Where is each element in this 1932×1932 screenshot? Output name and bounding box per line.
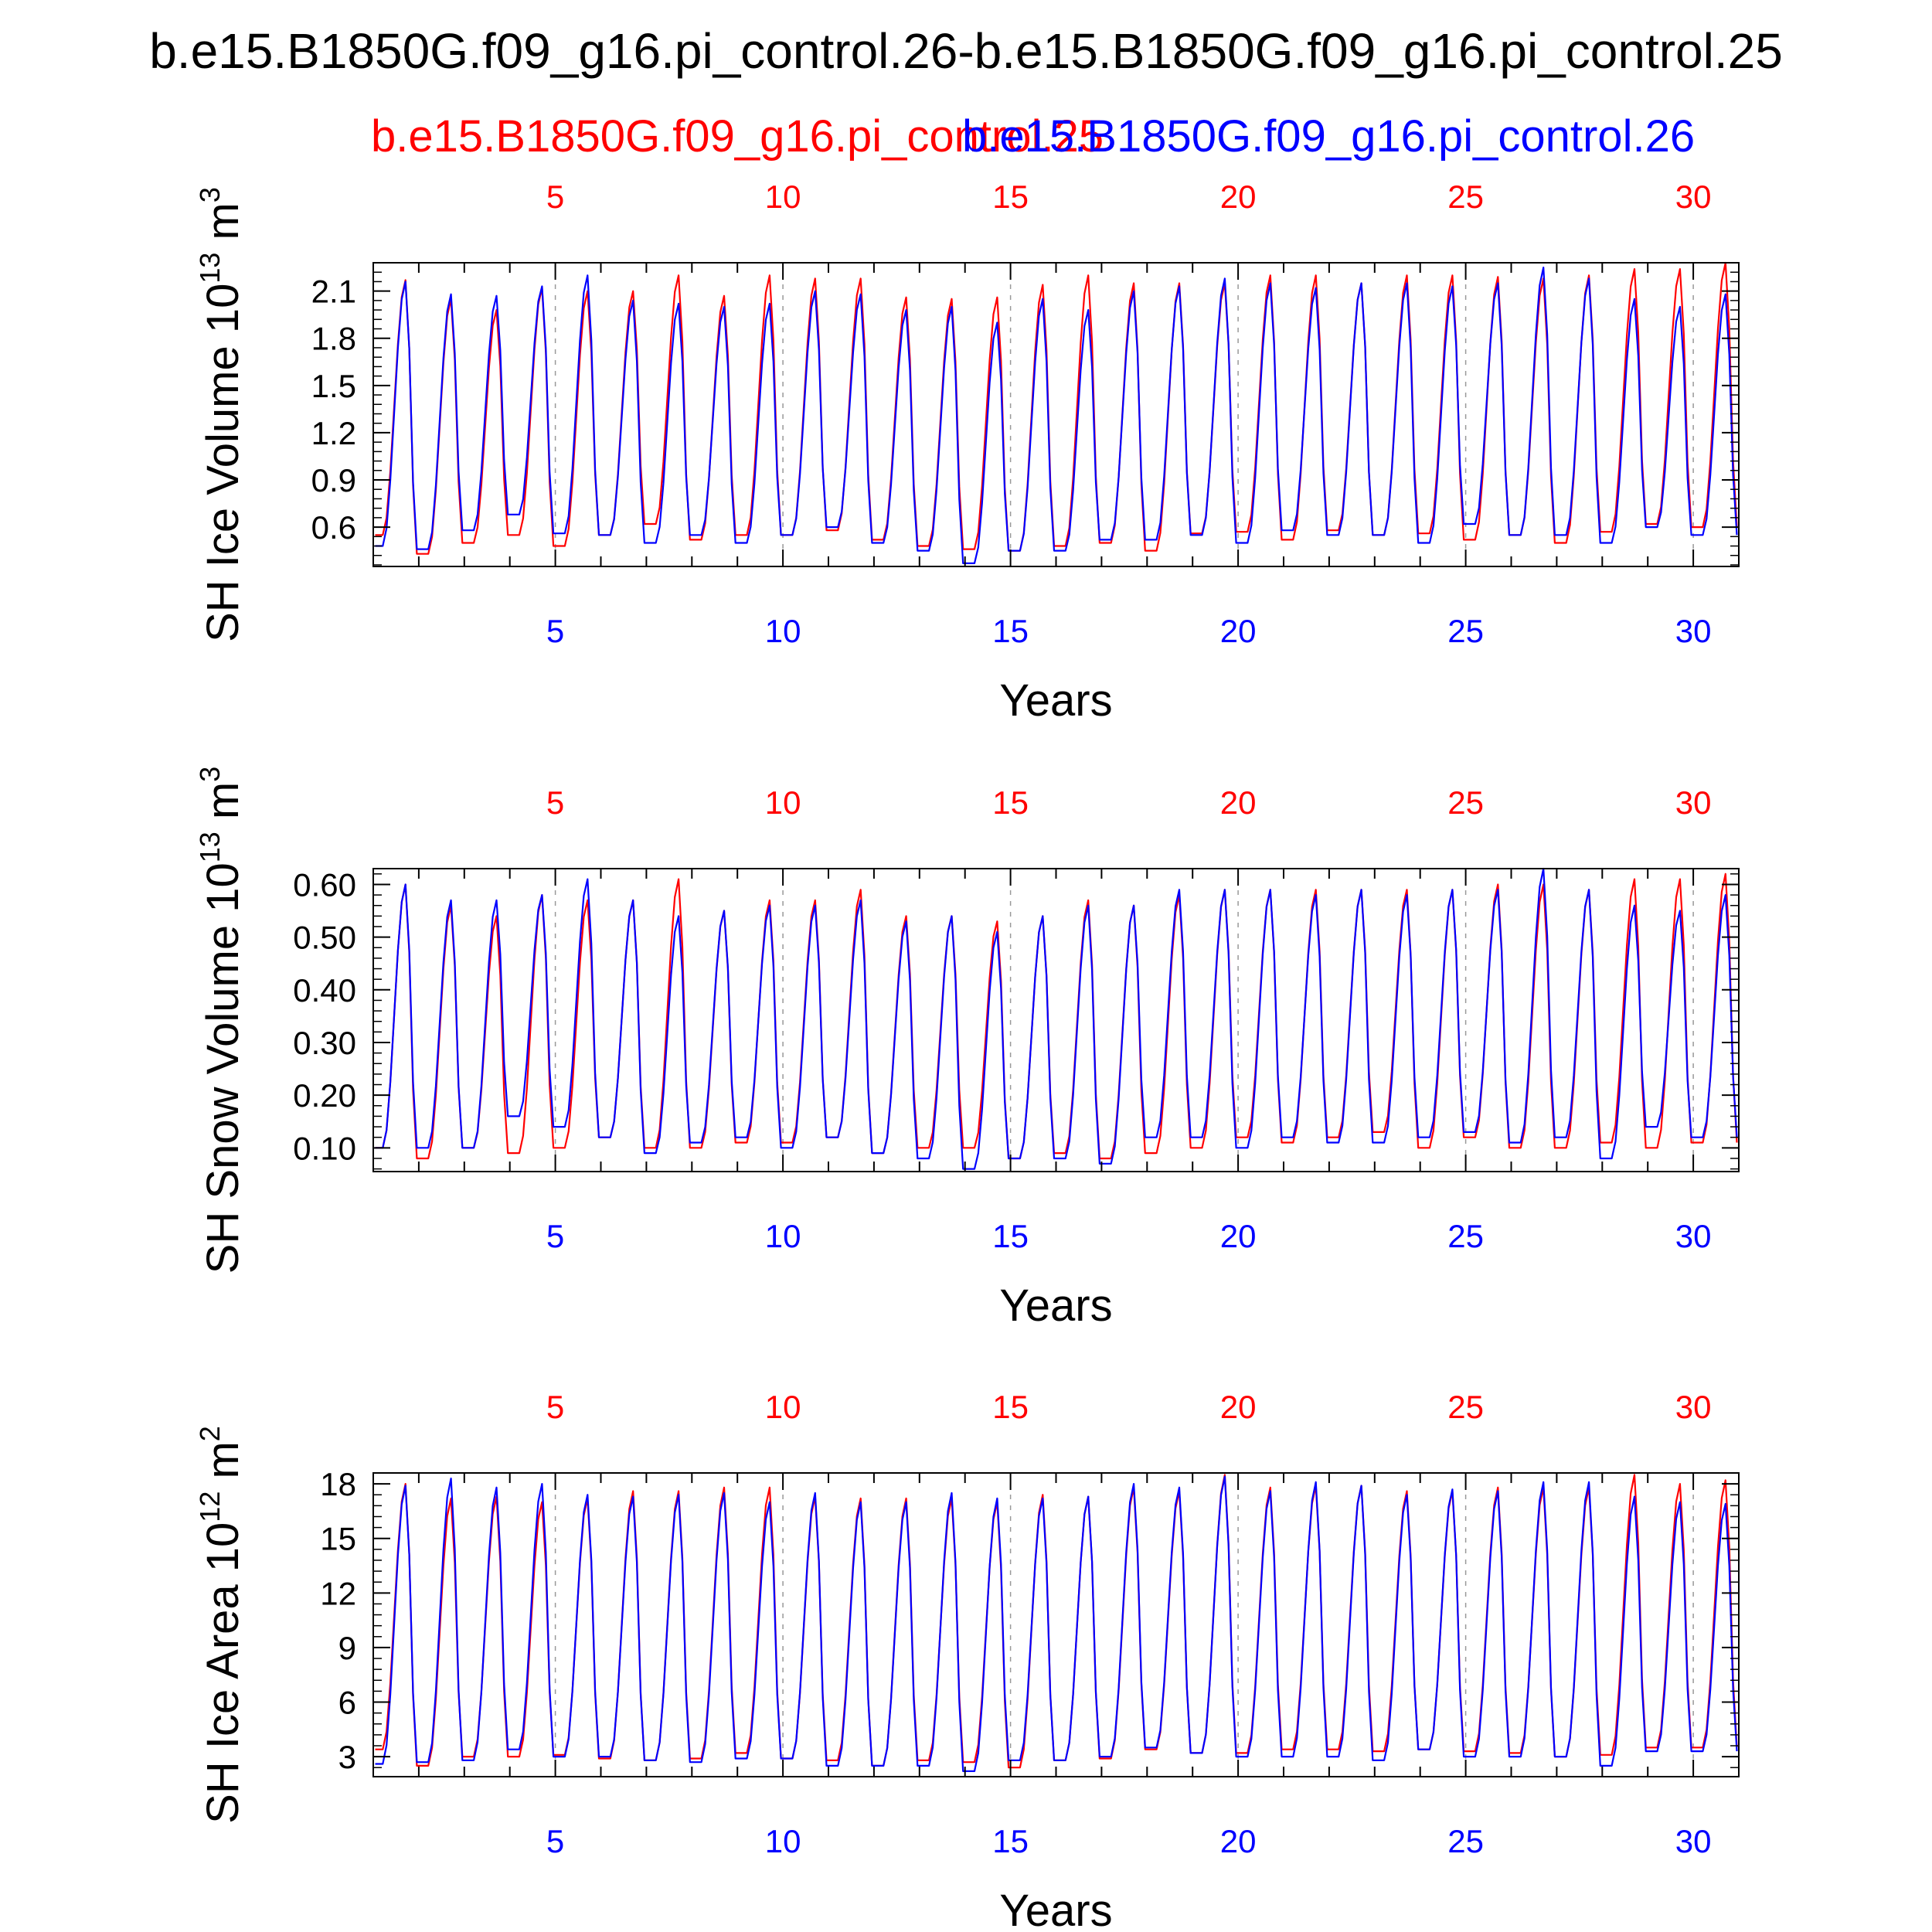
x-tick-label-bottom: 25 [1447, 1218, 1484, 1254]
y-axis-label-exponent: 13 [194, 832, 226, 862]
x-tick-label-bottom: 5 [546, 1218, 564, 1254]
x-tick-label-bottom: 20 [1220, 1823, 1257, 1859]
x-tick-label-top: 25 [1447, 179, 1484, 215]
x-tick-label-top: 10 [765, 1389, 801, 1425]
y-axis-label: SH Snow Volume 1013 m3 [194, 767, 248, 1274]
x-tick-label-bottom: 5 [546, 613, 564, 649]
y-tick-label: 0.20 [293, 1077, 356, 1114]
y-tick-label: 1.8 [311, 321, 356, 357]
y-axis-label-unit: m [198, 1441, 248, 1491]
legend-red-label: b.e15.B1850G.f09_g16.pi_control.25 [371, 111, 1104, 162]
x-axis-label: Years [999, 675, 1112, 726]
y-axis-label-text: SH Snow Volume 10 [198, 862, 248, 1274]
y-tick-label: 15 [320, 1521, 356, 1557]
chart-panel-3: 3 6 9 12 15 18 5 5 10 10 15 15 20 20 25 25 30 30 Years SH I… [194, 1389, 1740, 1932]
y-tick-label: 6 [338, 1685, 356, 1721]
x-tick-label-bottom: 30 [1675, 613, 1712, 649]
x-tick-label-bottom: 15 [992, 613, 1029, 649]
y-tick-label: 1.5 [311, 368, 356, 404]
legend-blue-label: b.e15.B1850G.f09_g16.pi_control.26 [962, 111, 1695, 162]
x-tick-label-top: 20 [1220, 179, 1257, 215]
x-tick-label-bottom: 20 [1220, 613, 1257, 649]
x-tick-label-bottom: 25 [1447, 1823, 1484, 1859]
x-tick-label-bottom: 15 [992, 1218, 1029, 1254]
x-tick-label-bottom: 10 [765, 1823, 801, 1859]
y-axis-label: SH Ice Volume 1013 m3 [194, 187, 248, 642]
y-axis-label-text: SH Ice Volume 10 [198, 284, 248, 642]
series-line-blue [375, 1475, 1738, 1772]
plot-frame [372, 1472, 1740, 1777]
x-tick-label-bottom: 5 [546, 1823, 564, 1859]
x-tick-label-top: 15 [992, 784, 1029, 821]
y-tick-label: 3 [338, 1739, 356, 1775]
x-axis-label: Years [999, 1886, 1112, 1932]
y-axis-label-unit: m [198, 202, 248, 252]
y-axis-label-exponent: 12 [194, 1492, 226, 1522]
x-tick-label-top: 30 [1675, 179, 1712, 215]
x-tick-label-bottom: 10 [765, 1218, 801, 1254]
x-tick-label-top: 30 [1675, 784, 1712, 821]
y-tick-label: 0.40 [293, 972, 356, 1009]
x-tick-label-top: 5 [546, 179, 564, 215]
y-tick-label: 1.2 [311, 415, 356, 451]
x-tick-label-top: 30 [1675, 1389, 1712, 1425]
y-axis-label-exponent: 13 [194, 253, 226, 284]
figure-title: b.e15.B1850G.f09_g16.pi_control.26-b.e15… [149, 23, 1783, 79]
x-tick-label-bottom: 30 [1675, 1823, 1712, 1859]
y-axis-label-unit-exponent: 3 [194, 187, 226, 202]
series-line-blue [375, 867, 1738, 1170]
y-tick-label: 0.60 [293, 866, 356, 903]
x-tick-label-top: 20 [1220, 784, 1257, 821]
y-tick-label: 0.6 [311, 509, 356, 546]
x-tick-label-top: 5 [546, 1389, 564, 1425]
y-tick-label: 0.9 [311, 462, 356, 498]
x-tick-label-bottom: 10 [765, 613, 801, 649]
x-tick-label-top: 5 [546, 784, 564, 821]
x-tick-label-bottom: 20 [1220, 1218, 1257, 1254]
x-tick-label-top: 25 [1447, 1389, 1484, 1425]
chart-panel-1: 0.6 0.9 1.2 1.5 1.8 2.1 5 5 10 10 15 15 20 20 25 25 30 30… [194, 179, 1740, 726]
x-tick-label-top: 25 [1447, 784, 1484, 821]
plot-frame [372, 262, 1740, 567]
x-tick-label-top: 10 [765, 784, 801, 821]
series-line-red [375, 872, 1738, 1160]
series-line-blue [375, 267, 1738, 565]
y-axis-label-text: SH Ice Area 10 [198, 1522, 248, 1824]
x-tick-label-top: 20 [1220, 1389, 1257, 1425]
y-tick-label: 0.50 [293, 920, 356, 956]
x-tick-label-bottom: 15 [992, 1823, 1029, 1859]
plot-frame [372, 868, 1740, 1172]
x-tick-label-bottom: 25 [1447, 613, 1484, 649]
y-axis-label-unit: m [198, 782, 248, 832]
x-tick-label-bottom: 30 [1675, 1218, 1712, 1254]
chart-panel-2: 0.10 0.20 0.30 0.40 0.50 0.60 5 5 10 10 15 15 20 20 25… [194, 767, 1740, 1331]
y-axis-label-unit-exponent: 3 [194, 767, 226, 782]
y-axis-label-unit-exponent: 2 [194, 1426, 226, 1441]
y-tick-label: 12 [320, 1575, 356, 1611]
x-tick-label-top: 15 [992, 1389, 1029, 1425]
y-axis-label: SH Ice Area 1012 m2 [194, 1426, 248, 1824]
y-tick-label: 18 [320, 1466, 356, 1502]
y-tick-label: 9 [338, 1630, 356, 1666]
y-tick-label: 2.1 [311, 274, 356, 310]
x-tick-label-top: 10 [765, 179, 801, 215]
x-axis-label: Years [999, 1281, 1112, 1331]
y-tick-label: 0.10 [293, 1130, 356, 1166]
series-line-red [375, 261, 1738, 555]
x-tick-label-top: 15 [992, 179, 1029, 215]
y-tick-label: 0.30 [293, 1025, 356, 1061]
